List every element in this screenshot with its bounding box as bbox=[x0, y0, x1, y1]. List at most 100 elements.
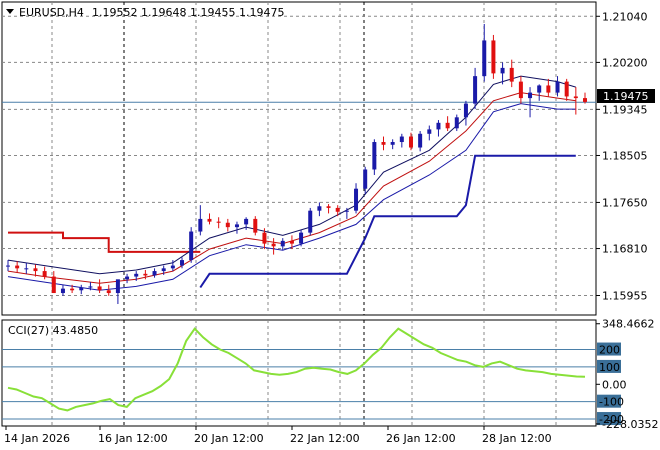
candle-body bbox=[326, 206, 331, 208]
cci-panel[interactable] bbox=[1, 319, 597, 427]
cci-tick-label: 0.00 bbox=[602, 378, 627, 391]
candle-body bbox=[6, 265, 10, 267]
candle-body bbox=[51, 276, 56, 294]
candle-body bbox=[436, 122, 441, 130]
time-tick-label: 26 Jan 12:00 bbox=[386, 432, 456, 445]
candle-body bbox=[509, 67, 514, 82]
candle-body bbox=[115, 279, 120, 294]
price-tick-label: 1.20200 bbox=[602, 56, 648, 69]
candle-body bbox=[234, 224, 239, 228]
candle-body bbox=[33, 268, 38, 272]
candle-body bbox=[454, 117, 459, 129]
candle-body bbox=[573, 96, 578, 99]
cci-axis: 200 100 -100 -200 348.4662 0.00 -228.0352 bbox=[596, 318, 658, 431]
price-tick-label: 1.16810 bbox=[602, 243, 648, 256]
current-price-label: 1.19475 bbox=[603, 90, 649, 103]
price-tick-label: 1.15955 bbox=[602, 290, 648, 303]
candle-body bbox=[189, 231, 194, 261]
candle-body bbox=[363, 169, 368, 189]
time-tick-label: 16 Jan 12:00 bbox=[98, 432, 168, 445]
cci-level-badge bbox=[597, 342, 621, 356]
candle-body bbox=[546, 85, 551, 93]
current-price-badge bbox=[597, 89, 655, 103]
candle-body bbox=[216, 221, 221, 223]
overlay-line bbox=[7, 92, 576, 284]
time-tick-label: 22 Jan 12:00 bbox=[290, 432, 360, 445]
candle-body bbox=[335, 207, 340, 212]
candle-body bbox=[317, 206, 322, 211]
candle-body bbox=[564, 81, 569, 97]
candle-body bbox=[427, 129, 432, 134]
candle-body bbox=[271, 243, 276, 247]
candle-body bbox=[500, 67, 505, 74]
time-tick-label: 20 Jan 12:00 bbox=[194, 432, 264, 445]
candle-body bbox=[372, 142, 377, 170]
candle-body bbox=[308, 210, 313, 233]
candle-body bbox=[70, 288, 75, 291]
time-tick-label: 28 Jan 12:00 bbox=[482, 432, 552, 445]
price-tick-label: 1.17650 bbox=[602, 196, 648, 209]
cci-level-label: -100 bbox=[599, 396, 624, 409]
candle-body bbox=[482, 40, 487, 77]
candle-body bbox=[299, 232, 304, 244]
candle-body bbox=[170, 265, 175, 269]
candle-body bbox=[445, 122, 450, 129]
candle-body bbox=[399, 136, 404, 143]
candle-body bbox=[244, 218, 249, 225]
cci-line bbox=[7, 327, 586, 412]
candle-body bbox=[418, 133, 423, 148]
candle-body bbox=[225, 222, 230, 228]
candle-body bbox=[463, 103, 468, 118]
price-tick-label: 1.19345 bbox=[602, 103, 648, 116]
overlay-line bbox=[199, 154, 576, 289]
cci-level-badge bbox=[597, 359, 621, 373]
cci-tick-label: -228.0352 bbox=[602, 418, 658, 431]
cci-series bbox=[7, 327, 586, 412]
candle-body bbox=[24, 268, 29, 270]
candle-body bbox=[198, 218, 203, 232]
candle-body bbox=[390, 142, 395, 145]
candle-body bbox=[88, 286, 93, 288]
candle-body bbox=[134, 273, 139, 277]
candle-body bbox=[161, 268, 166, 272]
time-axis: 14 Jan 2026 16 Jan 12:00 20 Jan 12:00 22 Ja… bbox=[4, 426, 552, 445]
candle-body bbox=[180, 260, 185, 266]
candle-body bbox=[537, 85, 542, 93]
price-tick-label: 1.21040 bbox=[602, 10, 648, 23]
candle-body bbox=[262, 232, 267, 244]
candle-body bbox=[280, 240, 285, 247]
candle-body bbox=[15, 265, 20, 269]
price-axis: 1.21040 1.20200 1.19345 1.18505 1.17650 1.168… bbox=[596, 10, 648, 303]
candle-body bbox=[60, 288, 65, 294]
candle-body bbox=[381, 142, 386, 145]
cci-tick-label: 348.4662 bbox=[602, 318, 655, 331]
cci-level-label: 200 bbox=[599, 344, 620, 357]
candle-body bbox=[79, 287, 84, 291]
candle-body bbox=[518, 81, 523, 99]
overlay-line bbox=[7, 103, 576, 291]
candle-body bbox=[207, 218, 212, 222]
cci-level-label: -200 bbox=[599, 413, 624, 426]
symbol-dropdown-icon[interactable] bbox=[6, 9, 14, 14]
candle-body bbox=[106, 290, 111, 294]
price-tick-label: 1.18505 bbox=[602, 149, 648, 162]
cci-level-label: 100 bbox=[599, 361, 620, 374]
price-grid bbox=[2, 2, 596, 315]
candle-body bbox=[344, 210, 349, 212]
indicator-overlays bbox=[7, 75, 576, 291]
candle-body bbox=[555, 81, 560, 93]
cci-level-badge bbox=[597, 394, 621, 408]
price-panel[interactable] bbox=[1, 1, 597, 316]
candle-body bbox=[152, 271, 157, 276]
cci-level-badge bbox=[597, 412, 621, 426]
candle-body bbox=[583, 98, 587, 102]
candle-body bbox=[97, 286, 102, 291]
candle-body bbox=[354, 188, 359, 211]
candle-body bbox=[408, 136, 413, 148]
candle-body bbox=[528, 92, 533, 99]
time-tick-label: 14 Jan 2026 bbox=[4, 432, 70, 445]
candle-body bbox=[143, 273, 148, 276]
symbol-title: EURUSD,H4 bbox=[19, 6, 84, 19]
candle-body bbox=[42, 271, 47, 277]
